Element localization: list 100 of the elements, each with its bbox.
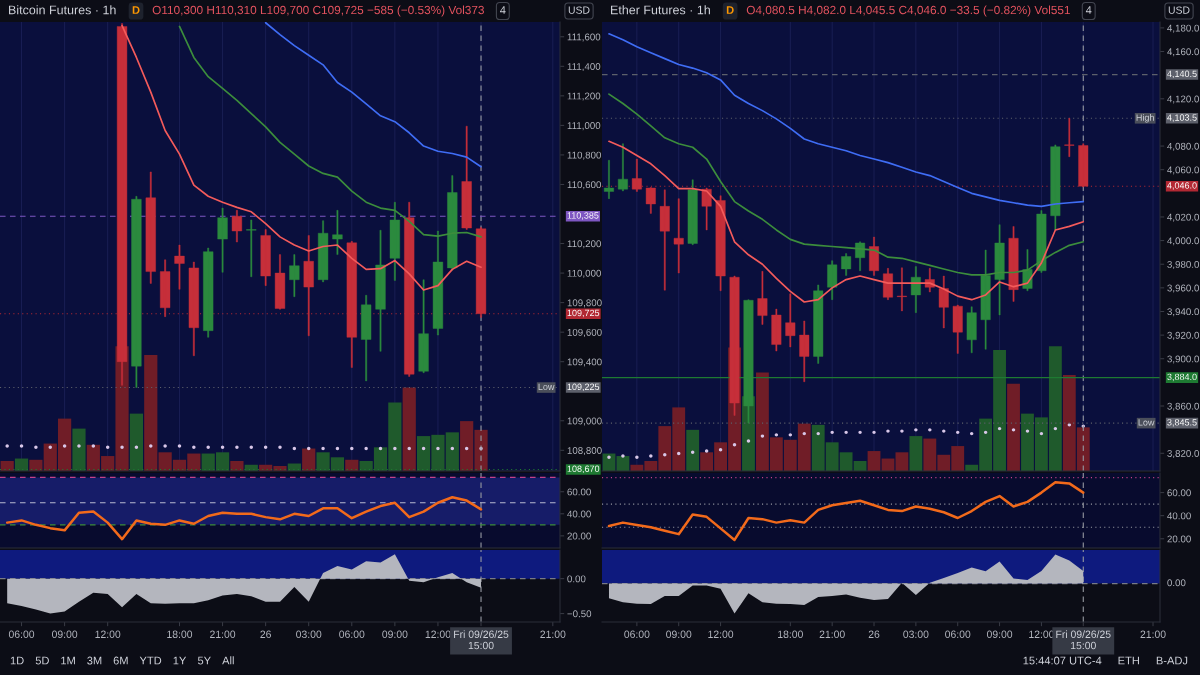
- point: [942, 429, 946, 433]
- candlestick: [260, 229, 271, 286]
- y-tick-label: 109,800: [567, 299, 602, 308]
- candlestick: [645, 187, 656, 214]
- x-tick-label: 09:00: [382, 630, 408, 638]
- candlestick: [160, 259, 171, 317]
- bar: [686, 429, 700, 471]
- point: [690, 450, 695, 454]
- y-tick-label: 4,020.0: [1167, 213, 1199, 222]
- line-series: [608, 140, 1085, 303]
- candlestick: [361, 295, 372, 382]
- point: [621, 454, 625, 458]
- line-series: [264, 22, 482, 168]
- x-tick-label: 09:00: [666, 630, 692, 638]
- point: [718, 448, 723, 452]
- x-tick-label: Fri 09/26/25 15:00: [1056, 630, 1111, 650]
- point: [607, 455, 611, 459]
- x-tick-label: Fri 09/26/25 15:00: [454, 630, 509, 650]
- candlestick: [938, 275, 949, 329]
- candlestick: [673, 198, 684, 274]
- bar: [1007, 383, 1020, 471]
- y-tick-label: 0.00: [567, 575, 586, 583]
- point: [649, 454, 653, 458]
- point: [997, 426, 1002, 431]
- text: YTD: [139, 656, 162, 665]
- point: [844, 430, 848, 435]
- text: Low 109,225: [538, 383, 600, 392]
- y-tick-label: 4,060.0: [1167, 166, 1199, 175]
- y-tick-label: 60.00: [567, 488, 591, 496]
- candlestick: [617, 143, 628, 192]
- x-tick-label: 03:00: [296, 630, 322, 638]
- candlestick: [994, 224, 1005, 316]
- y-tick-label: 3,960.0: [1167, 284, 1199, 293]
- candlestick: [757, 271, 768, 325]
- candlestick: [332, 210, 343, 255]
- chart-subtitle: O110,300 H110,310 L109,700 C109,725 −585 (−0.53%) Vol373: [152, 5, 484, 17]
- candlestick: [910, 266, 921, 313]
- candlestick: [174, 244, 185, 290]
- candlestick: [203, 247, 214, 338]
- text: D: [726, 6, 734, 14]
- candlestick: [231, 210, 243, 243]
- candlestick: [475, 227, 487, 318]
- bar: [302, 448, 316, 471]
- candlestick: [771, 308, 782, 352]
- x-tick-label: 12:00: [425, 630, 451, 638]
- candlestick: [303, 235, 314, 337]
- candlestick: [715, 195, 726, 292]
- x-tick-label: 09:00: [51, 630, 78, 638]
- candlestick: [188, 261, 199, 357]
- x-tick-label: 06:00: [624, 630, 650, 638]
- x-tick-label: 21:00: [819, 630, 845, 638]
- y-tick-label: 109,600: [567, 328, 602, 337]
- candlestick: [418, 279, 429, 373]
- point: [956, 430, 960, 435]
- point: [1053, 426, 1058, 431]
- ref-line-label: 4,046.0: [1167, 182, 1197, 190]
- point: [802, 431, 806, 436]
- y-tick-label: 3,860.0: [1167, 402, 1199, 411]
- x-tick-label: 06:00: [339, 630, 365, 638]
- bar: [72, 428, 86, 471]
- text: 1M: [61, 656, 75, 665]
- candlestick: [604, 160, 614, 199]
- y-tick-label: −0.50: [567, 610, 592, 618]
- point: [1039, 431, 1044, 436]
- text: 1D: [10, 656, 24, 665]
- candlestick: [841, 253, 852, 276]
- candlestick: [1078, 143, 1089, 188]
- text: D: [132, 6, 140, 14]
- point: [732, 443, 737, 447]
- text: USD: [1168, 6, 1190, 14]
- bar: [909, 436, 923, 471]
- line-series: [178, 25, 482, 238]
- bar: [895, 452, 909, 471]
- bar: [402, 387, 416, 471]
- point: [774, 433, 779, 437]
- text: B-ADJ: [1156, 656, 1188, 665]
- ref-line-label: 109,725: [567, 309, 600, 318]
- y-tick-label: 20.00: [567, 532, 591, 540]
- candlestick: [131, 196, 142, 388]
- x-tick-label: 18:00: [778, 630, 803, 638]
- candlestick: [980, 249, 991, 350]
- candlestick: [687, 179, 698, 245]
- candlestick: [404, 201, 415, 377]
- bar: [144, 355, 158, 471]
- x-tick-label: 06:00: [8, 630, 35, 638]
- x-tick-label: 12:00: [95, 630, 121, 638]
- y-tick-label: 111,000: [567, 122, 601, 131]
- line-series: [5, 496, 483, 541]
- candlestick: [289, 254, 300, 297]
- y-tick-label: 3,920.0: [1167, 331, 1199, 340]
- candlestick: [217, 207, 228, 273]
- candlestick: [317, 220, 329, 283]
- point: [969, 431, 974, 436]
- x-tick-label: 26: [868, 630, 880, 638]
- x-tick-label: 21:00: [540, 630, 566, 638]
- line-series: [608, 93, 1085, 276]
- y-tick-label: 4,180.0: [1167, 24, 1199, 33]
- y-tick-label: 4,000.0: [1167, 237, 1199, 246]
- y-tick-label: 108,800: [567, 447, 602, 456]
- candlestick: [659, 189, 670, 291]
